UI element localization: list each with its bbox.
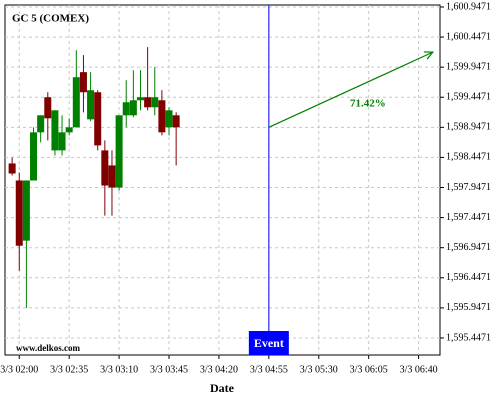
y-tick-label: 1,600.4471 bbox=[446, 31, 491, 42]
candle-body bbox=[144, 97, 152, 108]
candle-body bbox=[37, 115, 45, 133]
candle-body bbox=[158, 100, 166, 133]
y-tick-label: 1,598.9471 bbox=[446, 122, 491, 133]
candle-body bbox=[79, 72, 87, 93]
candle-body bbox=[151, 97, 159, 108]
candle-body bbox=[72, 77, 80, 128]
candle-body bbox=[165, 110, 173, 128]
candle-body bbox=[15, 180, 23, 246]
candle-body bbox=[30, 132, 38, 181]
candle-body bbox=[94, 92, 102, 146]
y-tick-label: 1,598.4471 bbox=[446, 152, 491, 163]
x-tick-label: 3/3 03:45 bbox=[150, 364, 188, 375]
candle-body bbox=[51, 110, 59, 151]
y-tick-label: 1,599.4471 bbox=[446, 92, 491, 103]
plot-frame bbox=[4, 4, 441, 356]
candle-body bbox=[8, 163, 16, 174]
y-tick-label: 1,597.4471 bbox=[446, 212, 491, 223]
chart-title: GC 5 (COMEX) bbox=[12, 13, 89, 25]
y-tick-label: 1,599.9471 bbox=[446, 61, 491, 72]
x-tick-label: 3/3 02:00 bbox=[0, 364, 38, 375]
event-box bbox=[248, 331, 289, 355]
x-tick-label: 3/3 06:40 bbox=[400, 364, 438, 375]
arrow-head bbox=[423, 51, 435, 60]
y-tick-label: 1,596.9471 bbox=[446, 242, 491, 253]
x-tick-label: 3/3 04:20 bbox=[200, 364, 238, 375]
y-tick-label: 1,597.9471 bbox=[446, 182, 491, 193]
x-tick-label: 3/3 05:30 bbox=[300, 364, 338, 375]
candle-body bbox=[122, 102, 130, 116]
candle-body bbox=[22, 180, 30, 241]
candle-body bbox=[65, 127, 73, 133]
y-tick-label: 1,600.9471 bbox=[446, 1, 491, 12]
marks bbox=[8, 47, 180, 308]
candle-body bbox=[136, 97, 144, 101]
x-axis-label: Date bbox=[210, 381, 235, 395]
watermark: www.delkos.com bbox=[16, 343, 81, 353]
x-tick-label: 3/3 04:55 bbox=[250, 364, 288, 375]
y-tick-label: 1,595.9471 bbox=[446, 302, 491, 313]
candle-body bbox=[108, 165, 116, 188]
event-label: Event bbox=[254, 336, 284, 350]
candle-body bbox=[172, 115, 180, 128]
y-tick-label: 1,596.4471 bbox=[446, 272, 491, 283]
arrow-label: 71.42% bbox=[350, 97, 386, 109]
candle-body bbox=[58, 132, 66, 151]
candle-body bbox=[129, 100, 137, 116]
candle-body bbox=[87, 90, 95, 120]
x-tick-label: 3/3 03:10 bbox=[100, 364, 138, 375]
candle-body bbox=[115, 115, 123, 188]
x-tick-label: 3/3 02:35 bbox=[50, 364, 88, 375]
y-tick-label: 1,595.4471 bbox=[446, 332, 491, 343]
candle-body bbox=[101, 150, 109, 186]
forecast-arrow bbox=[268, 51, 434, 128]
candle-body bbox=[44, 97, 52, 119]
x-tick-label: 3/3 06:05 bbox=[350, 364, 388, 375]
